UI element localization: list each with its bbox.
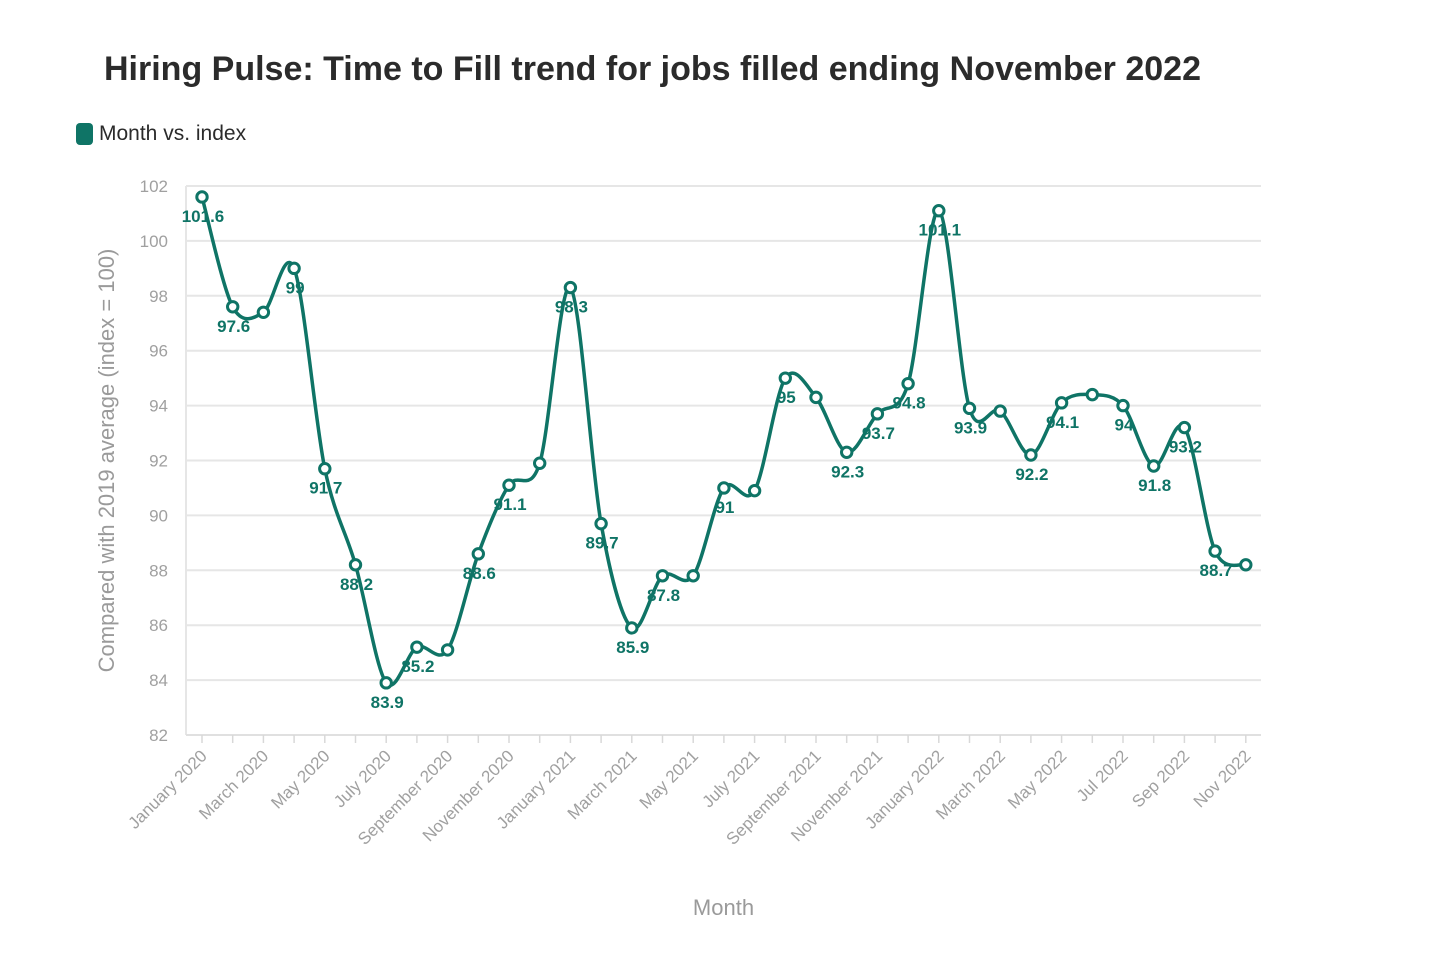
data-point[interactable] — [410, 640, 424, 654]
y-tick-labels: 82 84 86 88 90 92 94 96 98 100 102 — [140, 177, 168, 745]
y-tick-label: 98 — [149, 287, 168, 306]
x-tick-label: May 2022 — [1004, 746, 1070, 812]
data-points — [195, 190, 1253, 690]
data-label: 83.9 — [371, 693, 404, 712]
data-label: 91.8 — [1138, 476, 1171, 495]
x-tick-label: Jul 2022 — [1073, 746, 1132, 805]
data-label: 88.2 — [340, 575, 373, 594]
data-point[interactable] — [840, 445, 854, 459]
series-line — [200, 195, 1248, 688]
x-tick-label: January 2020 — [125, 746, 211, 832]
data-label: 85.2 — [401, 657, 434, 676]
data-point[interactable] — [1085, 387, 1100, 402]
y-tick-label: 82 — [149, 726, 168, 745]
data-point[interactable] — [717, 481, 731, 495]
y-tick-label: 90 — [149, 506, 168, 525]
data-label: 93.9 — [954, 418, 987, 437]
y-tick-label: 88 — [149, 561, 168, 580]
data-point[interactable] — [533, 456, 547, 470]
data-point[interactable] — [625, 621, 639, 635]
data-point[interactable] — [809, 390, 823, 405]
x-tick-label: Nov 2022 — [1190, 746, 1255, 811]
x-tick-label: Sep 2022 — [1128, 746, 1193, 811]
data-point[interactable] — [932, 204, 946, 218]
chart-title: Hiring Pulse: Time to Fill trend for job… — [104, 50, 1201, 88]
data-label: 89.7 — [586, 534, 619, 553]
data-point[interactable] — [1147, 459, 1161, 473]
data-point[interactable] — [686, 569, 700, 583]
data-point[interactable] — [256, 305, 271, 319]
data-label: 94.8 — [893, 394, 926, 413]
data-point[interactable] — [778, 371, 792, 385]
data-point[interactable] — [440, 643, 455, 657]
grid-lines — [186, 185, 1261, 736]
data-label: 88.6 — [463, 564, 496, 583]
x-tick-label: July 2020 — [330, 746, 395, 811]
data-point[interactable] — [870, 407, 885, 421]
data-point[interactable] — [1239, 558, 1253, 572]
legend-swatch — [76, 123, 93, 145]
data-label: 91.1 — [493, 495, 526, 514]
y-tick-label: 94 — [149, 397, 168, 416]
x-axis-title: Month — [693, 895, 754, 920]
data-point[interactable] — [379, 676, 393, 690]
data-point[interactable] — [1177, 420, 1192, 435]
data-label: 87.8 — [647, 586, 680, 605]
x-tick-label: May 2020 — [267, 746, 333, 812]
y-tick-label: 92 — [149, 452, 168, 471]
data-point[interactable] — [901, 376, 915, 391]
data-label: 91.7 — [309, 479, 342, 498]
data-point[interactable] — [563, 280, 578, 295]
data-label: 88.7 — [1200, 561, 1233, 580]
data-point[interactable] — [348, 558, 363, 572]
data-label: 94.1 — [1046, 413, 1079, 432]
data-point[interactable] — [318, 462, 332, 476]
data-label: 98.3 — [555, 298, 588, 317]
data-point[interactable] — [747, 483, 762, 498]
data-label: 94 — [1115, 416, 1134, 435]
data-label: 93.7 — [862, 424, 895, 443]
data-label: 99 — [286, 278, 305, 297]
y-axis-title: Compared with 2019 average (index = 100) — [94, 249, 119, 673]
data-point[interactable] — [1208, 544, 1222, 558]
data-label: 91 — [715, 498, 734, 517]
data-label: 92.2 — [1015, 465, 1048, 484]
data-label: 97.6 — [217, 317, 250, 336]
data-point[interactable] — [287, 261, 301, 276]
legend-label: Month vs. index — [99, 122, 247, 145]
x-tick-label: May 2021 — [636, 746, 702, 812]
y-tick-label: 102 — [140, 177, 168, 196]
x-tick-label: July 2021 — [699, 746, 764, 811]
data-label: 93.2 — [1169, 438, 1202, 457]
data-point[interactable] — [993, 404, 1007, 418]
y-tick-label: 86 — [149, 616, 168, 635]
data-point[interactable] — [471, 547, 485, 561]
data-point[interactable] — [1024, 448, 1038, 462]
data-point[interactable] — [195, 190, 209, 204]
data-point[interactable] — [226, 300, 240, 314]
data-point[interactable] — [1116, 398, 1130, 413]
y-tick-label: 84 — [149, 671, 168, 690]
y-tick-label: 96 — [149, 342, 168, 361]
data-point[interactable] — [502, 478, 516, 492]
data-label: 85.9 — [616, 638, 649, 657]
axes — [185, 186, 1261, 743]
data-point[interactable] — [962, 401, 977, 416]
data-label: 92.3 — [831, 462, 864, 481]
legend[interactable]: Month vs. index — [76, 122, 246, 146]
y-tick-label: 100 — [140, 232, 168, 251]
data-point[interactable] — [1054, 396, 1069, 410]
data-label: 101.1 — [919, 221, 962, 240]
data-point[interactable] — [594, 516, 608, 531]
data-point[interactable] — [655, 569, 670, 583]
data-labels: 101.6 97.6 99 91.7 88.2 83.9 85.2 88.6 91.1 98.3 8… — [182, 207, 1233, 712]
data-label: 101.6 — [182, 207, 225, 226]
data-label: 95 — [777, 388, 796, 407]
